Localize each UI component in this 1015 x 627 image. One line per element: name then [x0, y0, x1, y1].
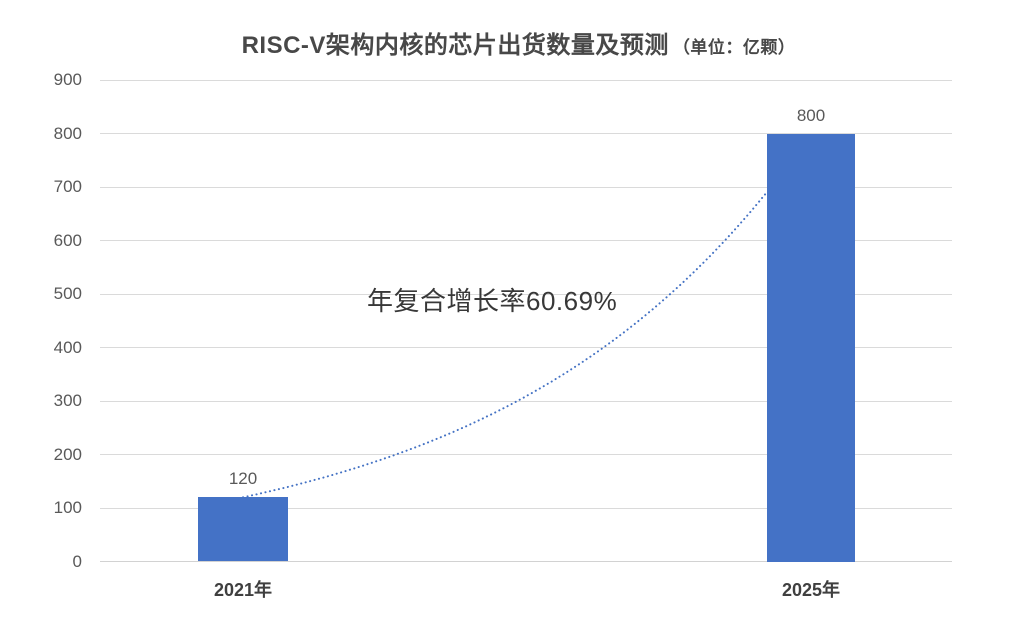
- y-axis-tick-label: 100: [53, 498, 82, 517]
- y-axis-tick-label: 400: [53, 337, 82, 357]
- y-axis-tick-label: 800: [53, 123, 82, 143]
- chart-title-text: RISC-V架构内核的芯片出货数量及预测: [241, 32, 669, 59]
- cagr-annotation: 年复合增长率60.69%: [367, 286, 618, 316]
- gridline: [100, 507, 952, 509]
- y-axis-tick-label: 200: [53, 444, 82, 464]
- gridline: [100, 561, 952, 562]
- gridline: [100, 79, 952, 81]
- bar-2021年: [198, 497, 288, 562]
- chart-title-unit: （单位：亿颗）: [672, 38, 796, 57]
- y-axis-tick-label: 300: [53, 391, 82, 410]
- gridline: [100, 133, 952, 134]
- y-axis-tick-label: 0: [72, 551, 82, 571]
- x-axis-category-label: 2021年: [213, 580, 273, 600]
- y-axis-tick-label: 500: [53, 284, 82, 303]
- bar-2025年: [767, 133, 855, 562]
- y-axis-tick-label: 700: [53, 177, 82, 196]
- chart-title: RISC-V架构内核的芯片出货数量及预测 （单位：亿颗）: [0, 24, 1015, 61]
- y-axis-tick-label: 600: [53, 230, 82, 250]
- gridline: [100, 186, 952, 188]
- x-axis-category-label: 2025年: [781, 580, 841, 600]
- bar-value-label: 120: [228, 469, 258, 489]
- y-axis-tick-label: 900: [53, 70, 82, 89]
- bar-value-label: 800: [796, 105, 826, 125]
